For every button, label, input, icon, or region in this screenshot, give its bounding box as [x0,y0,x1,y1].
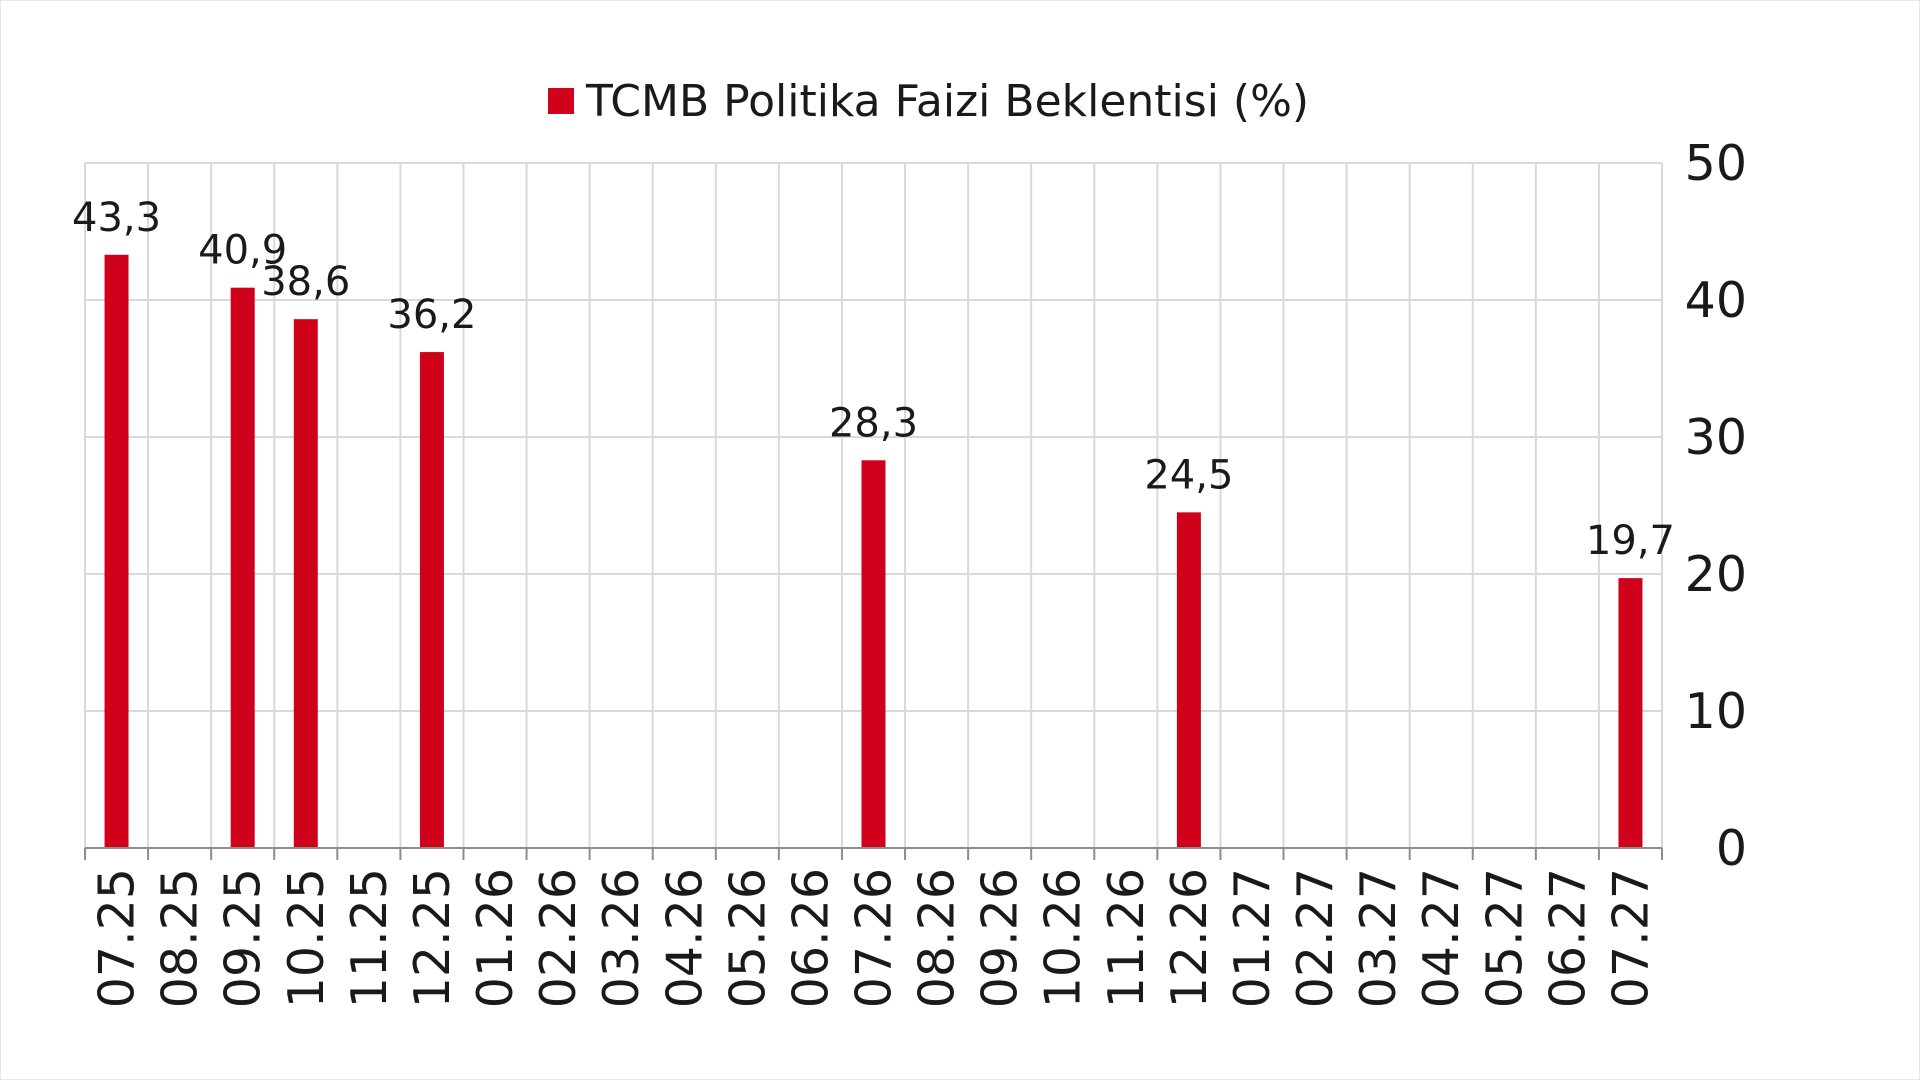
x-tick-label: 12.26 [1161,868,1218,1008]
x-tick-labels: 07.25 08.25 09.25 10.25 11.25 12.25 01.26 02.26… [89,868,1660,1008]
x-tick-label: 01.26 [467,868,524,1008]
y-tick-label: 10 [1685,683,1747,740]
x-tick-label: 06.27 [1539,868,1596,1008]
x-axis [84,847,1663,860]
legend-swatch [548,88,574,114]
bar [1618,578,1643,848]
x-tick-label: 01.27 [1224,868,1281,1008]
x-tick-label: 12.25 [404,868,461,1008]
x-tick-label: 10.26 [1035,868,1092,1008]
x-tick-label: 08.25 [152,868,209,1008]
x-tick-label: 07.25 [89,868,146,1008]
legend: TCMB Politika Faizi Beklentisi (%) [548,76,1309,127]
x-tick-label: 05.26 [719,868,776,1008]
data-labels: 43,3 40,938,6 36,2 28,3 24,5 19,7 [72,195,1675,564]
bar [861,460,886,848]
x-tick-label: 02.26 [530,868,587,1008]
bar [419,352,444,848]
bar [1176,512,1201,848]
data-label: 36,2 [387,292,476,338]
data-label: 43,3 [72,195,161,241]
x-tick-label: 10.25 [278,868,335,1008]
x-tick-label: 06.26 [782,868,839,1008]
x-tick-label: 05.27 [1476,868,1533,1008]
bar [293,319,318,848]
y-tick-label: 50 [1685,135,1747,192]
data-label: 24,5 [1144,452,1233,498]
legend-label: TCMB Politika Faizi Beklentisi (%) [585,76,1309,127]
bar [104,254,129,849]
y-tick-label: 40 [1685,272,1747,329]
x-tick-label: 09.25 [215,868,272,1008]
x-tick-label: 04.26 [656,868,713,1008]
x-tick-label: 08.26 [909,868,966,1008]
bars [104,254,1643,849]
y-tick-label: 0 [1716,820,1747,877]
x-tick-label: 04.27 [1413,868,1470,1008]
y-tick-label: 20 [1685,546,1747,603]
x-tick-label: 07.27 [1602,868,1659,1008]
x-tick-label: 11.26 [1098,868,1155,1008]
grid [84,162,1663,848]
bar [230,287,255,848]
x-tick-label: 02.27 [1287,868,1344,1008]
y-axis: 0 10 20 30 40 50 [1685,135,1747,877]
y-tick-label: 30 [1685,409,1747,466]
x-tick-label: 03.27 [1350,868,1407,1008]
data-label: 19,7 [1586,518,1675,564]
data-label: 40,9 [198,228,287,274]
x-tick-label: 03.26 [593,868,650,1008]
x-tick-label: 09.26 [972,868,1029,1008]
x-tick-label: 07.26 [846,868,903,1008]
data-label: 28,3 [829,400,918,446]
x-tick-label: 11.25 [341,868,398,1008]
data-label: 38,6 [261,259,350,305]
